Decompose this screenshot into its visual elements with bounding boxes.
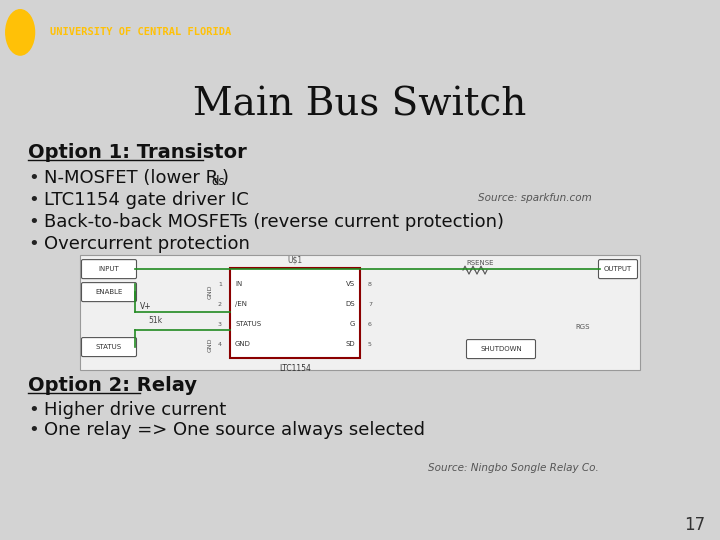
- Text: Main Bus Switch: Main Bus Switch: [193, 87, 527, 124]
- Text: ds: ds: [211, 174, 225, 188]
- Text: U$1: U$1: [287, 255, 302, 264]
- Text: Overcurrent protection: Overcurrent protection: [44, 235, 250, 253]
- Bar: [80, 255, 640, 370]
- Text: LTC1154: LTC1154: [279, 364, 311, 373]
- Text: 4: 4: [218, 342, 222, 347]
- Text: 8: 8: [368, 281, 372, 287]
- Text: SHUTDOWN: SHUTDOWN: [480, 346, 522, 352]
- Text: UNIVERSITY OF CENTRAL FLORIDA: UNIVERSITY OF CENTRAL FLORIDA: [50, 28, 232, 37]
- Text: GND: GND: [235, 341, 251, 347]
- FancyBboxPatch shape: [81, 282, 137, 302]
- Text: OUTPUT: OUTPUT: [604, 266, 632, 272]
- Text: Option 2: Relay: Option 2: Relay: [28, 375, 197, 395]
- Text: RGS: RGS: [575, 324, 590, 330]
- Text: •: •: [28, 235, 39, 253]
- Text: RSENSE: RSENSE: [467, 260, 494, 266]
- Text: 17: 17: [684, 516, 705, 534]
- Text: Source: sparkfun.com: Source: sparkfun.com: [478, 193, 592, 203]
- Text: V+: V+: [140, 302, 152, 310]
- Text: DS: DS: [346, 301, 355, 307]
- Text: GND: GND: [207, 338, 212, 352]
- Text: 51k: 51k: [148, 315, 162, 325]
- Text: VS: VS: [346, 281, 355, 287]
- Text: IN: IN: [235, 281, 242, 287]
- Text: STATUS: STATUS: [235, 321, 261, 327]
- Text: •: •: [28, 169, 39, 187]
- Text: 5: 5: [368, 342, 372, 347]
- Text: Option 1: Transistor: Option 1: Transistor: [28, 143, 247, 161]
- Text: 2: 2: [218, 302, 222, 307]
- Bar: [230, 268, 360, 358]
- FancyBboxPatch shape: [81, 260, 137, 279]
- Ellipse shape: [6, 10, 35, 55]
- Text: •: •: [28, 401, 39, 419]
- Text: 3: 3: [218, 322, 222, 327]
- Text: GND: GND: [207, 285, 212, 299]
- Text: One relay => One source always selected: One relay => One source always selected: [44, 421, 425, 439]
- FancyBboxPatch shape: [81, 338, 137, 356]
- Text: 6: 6: [368, 322, 372, 327]
- FancyBboxPatch shape: [598, 260, 637, 279]
- Text: Source: Ningbo Songle Relay Co.: Source: Ningbo Songle Relay Co.: [428, 463, 599, 473]
- Text: G: G: [350, 321, 355, 327]
- Text: •: •: [28, 213, 39, 231]
- Text: LTC1154 gate driver IC: LTC1154 gate driver IC: [44, 191, 248, 209]
- Text: ): ): [222, 169, 229, 187]
- Text: 7: 7: [368, 302, 372, 307]
- FancyBboxPatch shape: [467, 340, 536, 359]
- Text: 1: 1: [218, 281, 222, 287]
- Text: STATUS: STATUS: [96, 344, 122, 350]
- Text: Back-to-back MOSFETs (reverse current protection): Back-to-back MOSFETs (reverse current pr…: [44, 213, 504, 231]
- Text: •: •: [28, 421, 39, 439]
- Text: SD: SD: [346, 341, 355, 347]
- Text: Higher drive current: Higher drive current: [44, 401, 226, 419]
- Text: •: •: [28, 191, 39, 209]
- Text: INPUT: INPUT: [99, 266, 120, 272]
- Text: ENABLE: ENABLE: [95, 289, 122, 295]
- Text: /EN: /EN: [235, 301, 247, 307]
- Text: N-MOSFET (lower R: N-MOSFET (lower R: [44, 169, 218, 187]
